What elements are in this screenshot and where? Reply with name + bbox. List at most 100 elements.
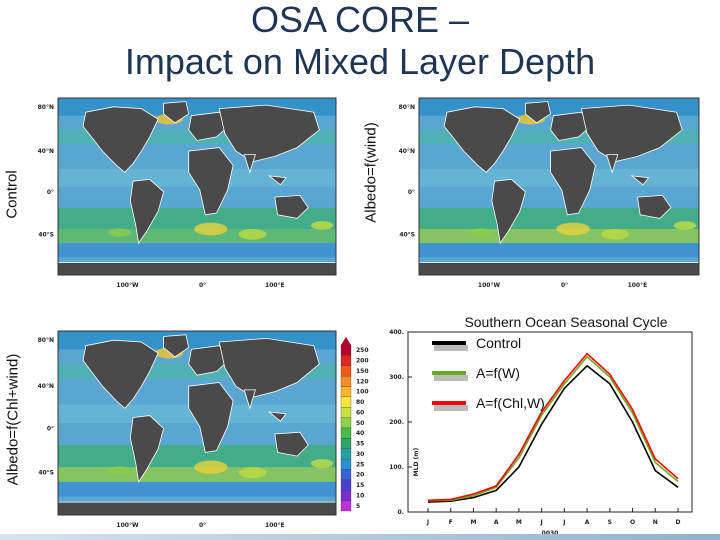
- slide-title-line1: OSA CORE –: [250, 0, 470, 40]
- landmass: [243, 154, 256, 174]
- y-tick-label: 300.: [389, 374, 404, 381]
- lat-tick-label: 40°N: [399, 148, 415, 155]
- colorbar-segment: [340, 375, 352, 387]
- legend-swatch-shadow: [434, 345, 468, 351]
- y-tick-label: 0.: [398, 509, 404, 516]
- landmass: [129, 415, 165, 483]
- landmass: [443, 106, 521, 173]
- colorbar-segment: [340, 355, 352, 366]
- x-tick-label: F: [449, 519, 453, 526]
- lat-tick-label: 0°: [47, 426, 54, 433]
- lon-tick-label: 100°W: [478, 282, 501, 289]
- landmass: [525, 101, 552, 124]
- landmass: [636, 194, 672, 219]
- colorbar: 250 200 150 120 100 80 60 50 40 35 30 25 20 15 10 5: [340, 337, 369, 512]
- lat-tick-label: 0°: [47, 189, 54, 196]
- x-tick-label: J: [540, 519, 543, 526]
- lon-tick-label: 0°: [561, 282, 568, 289]
- lon-tick-label: 100°W: [116, 522, 139, 529]
- colorbar-label: 40: [356, 430, 364, 437]
- landmass: [82, 339, 159, 409]
- landmass: [274, 431, 309, 457]
- lat-tick-label: 80°N: [38, 104, 54, 111]
- landmass: [606, 154, 619, 174]
- slide-bottom-bar: [0, 534, 720, 540]
- landmass: [218, 104, 320, 163]
- landmass: [57, 501, 337, 516]
- colorbar-label: 200: [356, 358, 369, 365]
- map-albedo-chl-wind-plot: 80°N 40°N 0° 40°S 100°W 0° 100°E: [38, 330, 337, 529]
- colorbar-label: 60: [356, 409, 364, 416]
- legend-label: Control: [476, 335, 521, 351]
- y-axis-label: MLD (m): [413, 447, 420, 476]
- map-albedo-chl-wind: 80°N 40°N 0° 40°S 100°W 0° 100°E: [22, 325, 342, 537]
- landmass: [491, 178, 526, 245]
- colorbar-label: 25: [356, 461, 364, 468]
- series-line: [427, 355, 679, 502]
- landmass: [268, 411, 287, 422]
- landmass: [218, 337, 320, 398]
- x-tick-label: M: [516, 519, 522, 526]
- colorbar-label: 120: [356, 378, 369, 385]
- lon-tick-label: 0°: [199, 282, 206, 289]
- albedo-wind-label: Albedo=f(wind): [362, 122, 380, 223]
- x-tick-label: D: [676, 519, 681, 526]
- lon-tick-label: 100°E: [628, 282, 648, 289]
- series-line: [427, 364, 679, 503]
- landmass: [82, 106, 159, 173]
- colorbar-segment: [340, 448, 352, 460]
- landmass: [57, 262, 337, 276]
- colorbar-segment: [340, 396, 352, 408]
- x-tick-label: S: [608, 519, 612, 526]
- colorbar-label: 15: [356, 482, 364, 489]
- y-tick-label: 100.: [389, 464, 404, 471]
- landmass: [188, 111, 231, 141]
- albedo-chl-wind-label: Albedo=f(Chl+wind): [4, 353, 22, 486]
- colorbar-segment: [340, 490, 352, 501]
- x-tick-label: N: [653, 519, 658, 526]
- colorbar-segment: [340, 407, 352, 418]
- landmass: [418, 262, 700, 276]
- x-tick-label: J: [562, 519, 565, 526]
- landmass: [243, 389, 256, 410]
- colorbar-segment: [340, 479, 352, 491]
- y-tick-label: 400.: [389, 329, 404, 336]
- colorbar-label: 5: [356, 503, 360, 510]
- chart-title: Southern Ocean Seasonal Cycle: [464, 314, 667, 330]
- map-control: 80°N 40°N 0° 40°S 100°W 0° 100°E: [22, 92, 342, 297]
- lat-tick-label: 40°N: [38, 383, 54, 390]
- series-line: [427, 352, 679, 502]
- colorbar-label: 80: [356, 399, 364, 406]
- lat-tick-label: 80°N: [399, 104, 415, 111]
- x-tick-label: A: [585, 519, 590, 526]
- legend-label: A=f(Chl,W): [476, 395, 545, 411]
- x-tick-label: M: [470, 519, 476, 526]
- lon-tick-label: 100°W: [116, 282, 139, 289]
- legend-swatch-shadow: [434, 405, 468, 411]
- colorbar-label: 35: [356, 441, 364, 448]
- lat-tick-label: 0°: [408, 189, 415, 196]
- colorbar-segment: [340, 427, 352, 439]
- colorbar-segment: [340, 386, 352, 398]
- landmass: [163, 101, 190, 124]
- landmass: [163, 334, 190, 358]
- landmass: [188, 382, 234, 453]
- map-albedo-wind-plot: 80°N 40°N 0° 40°S 100°W 0° 100°E: [399, 97, 700, 289]
- landmass: [188, 345, 231, 376]
- colorbar-segment: [340, 344, 352, 356]
- slide-title-line2: Impact on Mixed Layer Depth: [124, 41, 596, 82]
- landmass: [550, 111, 594, 141]
- legend-swatch-shadow: [434, 375, 468, 381]
- colorbar-segment: [340, 417, 352, 429]
- plot-frame: [407, 331, 693, 513]
- colorbar-label: 150: [356, 368, 369, 375]
- lon-tick-label: 100°E: [265, 282, 285, 289]
- colorbar-segment: [340, 365, 352, 377]
- colorbar-label: 20: [356, 472, 364, 479]
- map-control-plot: 80°N 40°N 0° 40°S 100°W 0° 100°E: [38, 97, 337, 289]
- colorbar-label: 10: [356, 492, 364, 499]
- colorbar-label: 100: [356, 389, 369, 396]
- x-axis-label: 0030: [542, 530, 559, 537]
- map-albedo-wind: 80°N 40°N 0° 40°S 100°W 0° 100°E: [383, 92, 705, 297]
- lat-tick-label: 40°S: [38, 470, 54, 477]
